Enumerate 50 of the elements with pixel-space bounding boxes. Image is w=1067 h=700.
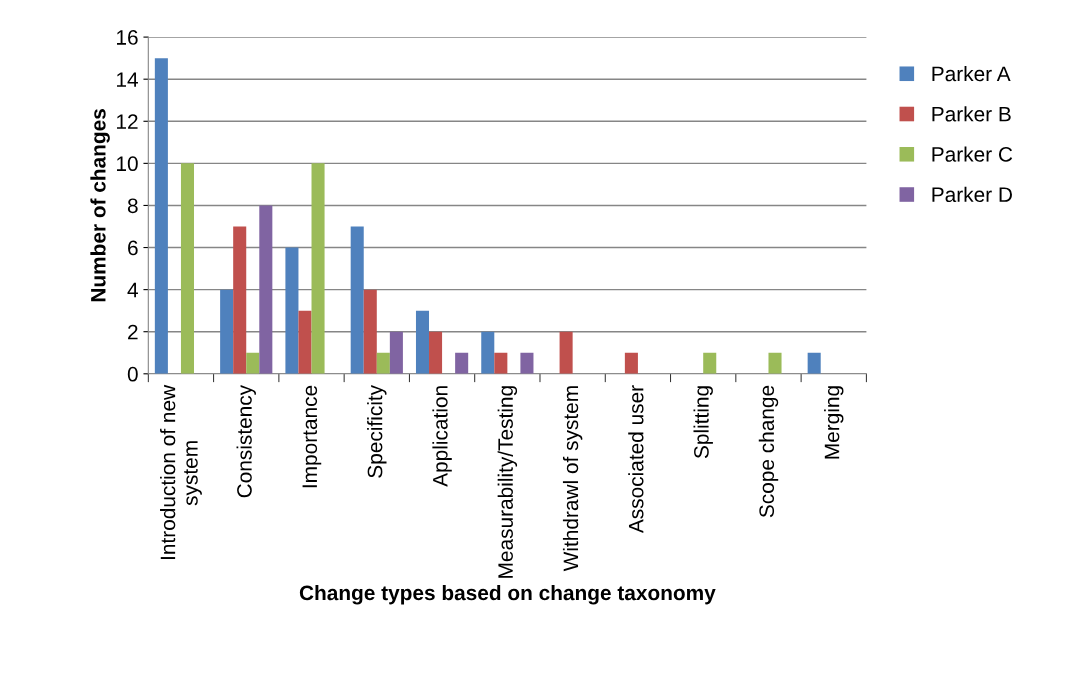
y-tick-label: 8 [127, 198, 138, 214]
x-tick-label: Withdrawl of system [562, 386, 583, 572]
legend-label: Parker A [932, 65, 1011, 82]
bar [415, 310, 430, 374]
bar [429, 331, 443, 374]
bar [154, 58, 168, 374]
bar [233, 226, 247, 374]
y-tick-label: 0 [127, 366, 138, 382]
y-tick-label: 14 [117, 72, 138, 87]
bar [703, 352, 717, 374]
bar [624, 352, 638, 374]
bar [311, 163, 325, 374]
x-axis-title: Change types based on change taxonomy [299, 584, 716, 605]
x-tick-label: Scope change [758, 385, 779, 518]
x-tick-label: Splitting [693, 386, 713, 459]
bar [376, 352, 390, 374]
x-tick-label: Specificity [367, 384, 387, 478]
legend-label: Parker C [932, 146, 1013, 162]
bar [259, 205, 273, 374]
bar [298, 310, 312, 374]
bar [389, 331, 403, 374]
legend-label: Parker D [932, 186, 1012, 203]
bar [520, 352, 534, 374]
bar [768, 352, 782, 374]
bar [350, 226, 364, 374]
y-tick-label: 4 [127, 282, 138, 298]
bar [559, 331, 573, 374]
x-tick-label: Merging [824, 386, 844, 459]
bar [220, 289, 234, 374]
x-tick-label: Introduction of new system [160, 384, 202, 560]
legend-label: Parker B [932, 106, 1011, 122]
y-tick-label: 12 [117, 114, 138, 129]
bar [180, 163, 195, 374]
bar [455, 352, 469, 374]
bar [807, 352, 821, 374]
bar [494, 352, 508, 374]
bar [285, 247, 299, 374]
y-tick-label: 2 [128, 324, 138, 340]
y-axis-title: Number of changes [90, 109, 110, 302]
x-tick-label: Measurability/Testing [497, 386, 518, 578]
y-tick-label: 6 [128, 240, 138, 256]
x-tick-label: Associated user [628, 385, 644, 534]
x-tick-label: Importance [302, 385, 322, 488]
y-tick-label: 10 [117, 156, 138, 172]
bar [481, 331, 495, 374]
bar [363, 289, 377, 374]
x-tick-label: Consistency [236, 384, 256, 498]
bar [246, 352, 260, 374]
x-tick-label: Application [432, 386, 452, 487]
y-tick-label: 16 [117, 30, 138, 45]
